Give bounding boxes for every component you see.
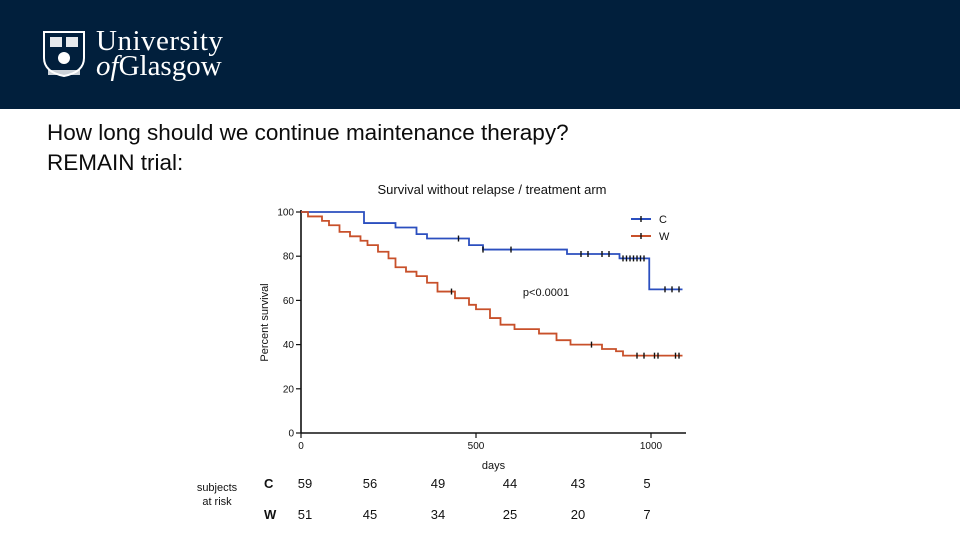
risk-cell: 44 (502, 476, 518, 491)
risk-cell: 5 (643, 476, 651, 491)
risk-cell: 56 (362, 476, 378, 491)
logo-text-of: of (96, 50, 119, 82)
legend-label-C: C (659, 214, 667, 226)
series-line-C (301, 211, 683, 291)
risk-cell: 49 (430, 476, 446, 491)
y-tick-label: 0 (288, 429, 294, 440)
slide-title-line1: How long should we continue maintenance … (47, 120, 569, 145)
legend-label-W: W (659, 231, 670, 243)
p-value-annotation: p<0.0001 (523, 287, 569, 299)
y-axis-label: Percent survival (259, 283, 271, 361)
y-tick-label: 80 (283, 252, 295, 263)
risk-cell: 34 (430, 507, 446, 522)
x-axis-label: days (482, 460, 506, 472)
y-tick-label: 60 (283, 296, 295, 307)
x-tick-label: 1000 (640, 441, 663, 452)
logo-text-university: University (96, 25, 224, 57)
x-tick-label: 0 (298, 441, 304, 452)
y-tick-label: 20 (283, 384, 295, 395)
risk-row-label: C (264, 476, 274, 491)
y-tick-label: 40 (283, 340, 295, 351)
slide-title: How long should we continue maintenance … (47, 118, 569, 178)
risk-cell: 59 (297, 476, 313, 491)
risk-row-label: W (264, 507, 277, 522)
risk-cell: 25 (502, 507, 518, 522)
risk-cell: 51 (297, 507, 313, 522)
risk-cell: 43 (570, 476, 586, 491)
header-bar: University ofGlasgow (0, 0, 960, 109)
crest-icon (43, 31, 85, 78)
slide-title-line2: REMAIN trial: (47, 150, 184, 175)
chart-title: Survival without relapse / treatment arm (377, 182, 606, 197)
risk-cell: 20 (570, 507, 586, 522)
university-logo[interactable]: University ofGlasgow (40, 26, 260, 82)
logo-text-of-glasgow: ofGlasgow (96, 51, 222, 81)
y-tick-label: 100 (277, 208, 294, 219)
x-tick-label: 500 (468, 441, 485, 452)
risk-table-header: subjects at risk (196, 482, 238, 508)
logo-text-glasgow: Glasgow (118, 50, 222, 82)
risk-cell: 7 (643, 507, 651, 522)
risk-cell: 45 (362, 507, 378, 522)
series-line-W (301, 211, 683, 357)
